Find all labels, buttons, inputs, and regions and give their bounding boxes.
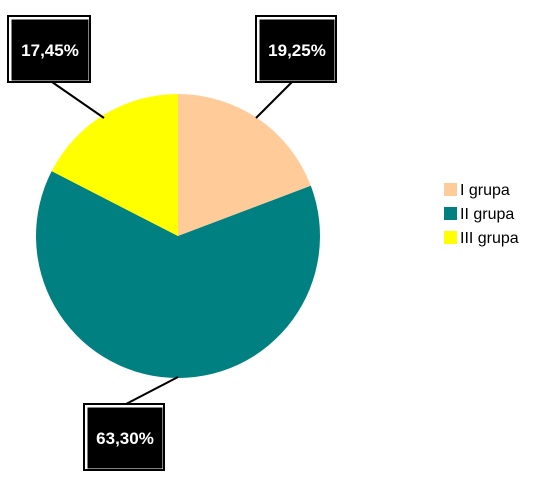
legend-item-i-grupa: I grupa xyxy=(444,182,510,199)
pie-slice-i-grupa xyxy=(178,94,311,236)
leader-line-ii-grupa xyxy=(125,376,179,405)
legend-swatch xyxy=(444,231,457,244)
legend-label: II grupa xyxy=(460,206,514,223)
data-label-box xyxy=(259,19,335,81)
pie-slice-ii-grupa xyxy=(35,171,320,379)
data-label-box xyxy=(11,19,89,81)
legend-swatch xyxy=(444,207,457,220)
legend-label: III grupa xyxy=(460,230,519,247)
pie-slice-iii-grupa xyxy=(51,94,178,236)
data-label-ii-grupa: 63,30% xyxy=(83,403,165,471)
data-label-iii-grupa: 17,45% xyxy=(7,15,91,83)
legend-label: I grupa xyxy=(460,182,510,199)
legend-item-ii-grupa: II grupa xyxy=(444,206,514,223)
pie-slices xyxy=(35,94,320,379)
data-label-box xyxy=(87,407,163,469)
legend: I grupa II grupa III grupa xyxy=(444,182,519,247)
data-label-i-grupa: 19,25% xyxy=(255,15,337,83)
leader-lines xyxy=(51,81,293,405)
data-labels: 19,25% 63,30% 17,45% xyxy=(7,15,337,471)
leader-line-iii-grupa xyxy=(51,81,105,119)
data-label-value: 17,45% xyxy=(21,41,79,60)
data-label-value: 19,25% xyxy=(268,41,326,60)
legend-swatch xyxy=(444,183,457,196)
data-label-value: 63,30% xyxy=(96,429,154,448)
leader-line-i-grupa xyxy=(255,81,293,119)
legend-item-iii-grupa: III grupa xyxy=(444,230,519,247)
